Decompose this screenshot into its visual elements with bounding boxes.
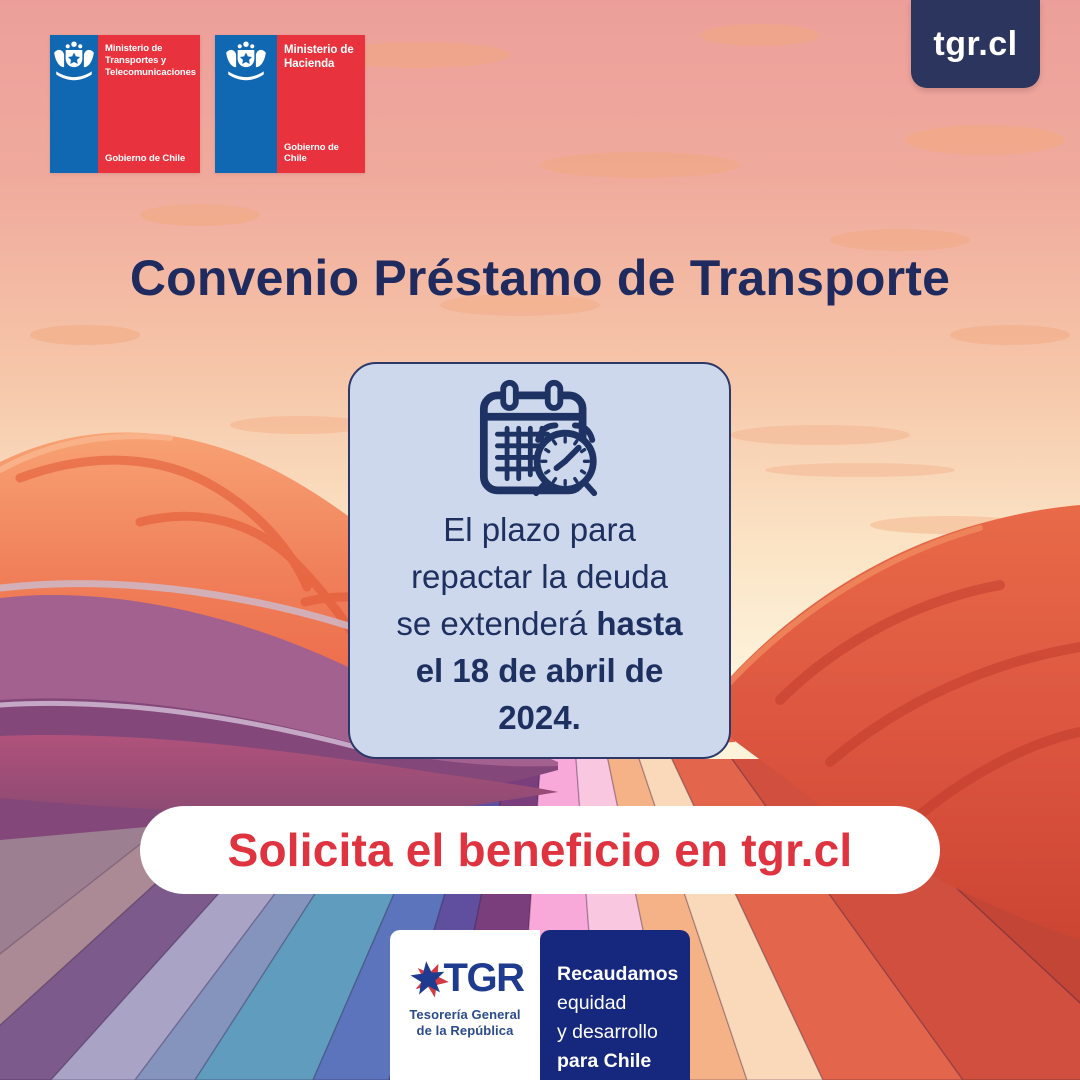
tgr-full-name: Tesorería General de la República (409, 1007, 521, 1038)
tgr-logo-row: TGR (407, 956, 525, 1001)
slogan-box: Recaudamos equidad y desarrollo para Chi… (540, 930, 690, 1080)
calendar-alarm-clock-icon (479, 379, 597, 497)
government-label: Gobierno de Chile (105, 153, 186, 164)
deadline-line: El plazo para (443, 511, 636, 548)
page-title: Convenio Préstamo de Transporte (129, 250, 951, 306)
logo-ministerio-hacienda: Ministerio de Hacienda Gobierno de Chile (215, 35, 365, 173)
slogan-line: equidad (557, 992, 627, 1014)
deadline-text: El plazo para repactar la deuda se exten… (396, 506, 682, 741)
slogan-line: y desarrollo (557, 1021, 658, 1043)
deadline-line: el 18 de abril de (415, 652, 664, 689)
cta-label: Solicita el beneficio en tgr.cl (227, 824, 853, 876)
ministry-name: Ministerio de Transportes y Telecomunica… (105, 43, 196, 78)
deadline-line: se extenderá hasta (396, 605, 683, 642)
slogan-line: Recaudamos (557, 963, 679, 985)
tgr-star-icon (410, 960, 449, 998)
logo-red-column: Ministerio de Transportes y Telecomunica… (98, 35, 200, 173)
government-logos: Ministerio de Transportes y Telecomunica… (50, 35, 365, 173)
tgr-logo-box: TGR Tesorería General de la República (390, 930, 540, 1080)
deadline-line: repactar la deuda (411, 558, 668, 595)
tgr-wordmark: TGR (443, 956, 525, 1000)
logo-red-column: Ministerio de Hacienda Gobierno de Chile (277, 35, 365, 173)
government-label: Gobierno de Chile (284, 142, 339, 164)
logo-blue-column (50, 35, 99, 173)
logo-ministerio-transportes: Ministerio de Transportes y Telecomunica… (50, 35, 200, 173)
slogan-line: para Chile (557, 1050, 652, 1072)
logo-blue-column (215, 35, 277, 173)
chile-coat-of-arms-icon (54, 41, 94, 81)
deadline-line: 2024. (498, 699, 581, 736)
tgr-cl-badge[interactable]: tgr.cl (911, 0, 1040, 88)
cta-banner[interactable]: Solicita el beneficio en tgr.cl (140, 806, 940, 894)
ministry-name: Ministerio de Hacienda (284, 44, 354, 70)
deadline-card: El plazo para repactar la deuda se exten… (348, 362, 731, 759)
chile-coat-of-arms-icon (226, 41, 266, 81)
